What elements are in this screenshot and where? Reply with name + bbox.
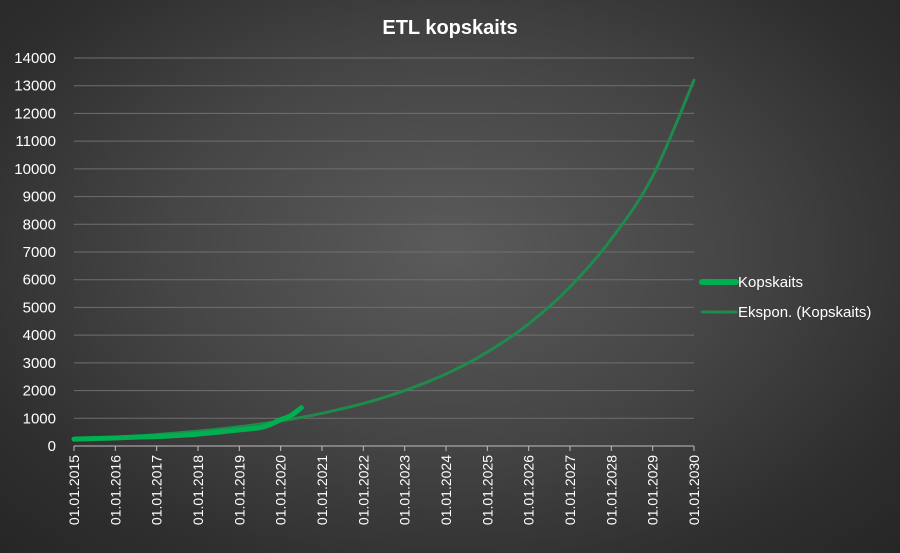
y-axis-ticks: 0 1000 2000 3000 4000 5000 6000 7000 8000 9000 100… <box>14 50 56 455</box>
chart-title: ETL kopskaits <box>382 17 517 39</box>
y-tick-label: 13000 <box>14 78 56 95</box>
kopskaits-series-line <box>71 405 304 442</box>
series-lines <box>71 78 696 442</box>
y-tick-label: 8000 <box>23 216 56 233</box>
legend-label-kopskaits: Kopskaits <box>738 274 803 291</box>
x-tick-label: 01.01.2020 <box>273 455 289 525</box>
x-tick-label: 01.01.2027 <box>562 455 578 525</box>
legend-label-trendline: Ekspon. (Kopskaits) <box>738 304 871 321</box>
x-tick-label: 01.01.2019 <box>231 455 247 525</box>
x-tick-label: 01.01.2024 <box>438 455 454 525</box>
y-tick-label: 10000 <box>14 161 56 178</box>
y-tick-label: 7000 <box>23 244 56 261</box>
x-tick-label: 01.01.2015 <box>66 455 82 525</box>
y-tick-label: 14000 <box>14 50 56 67</box>
y-tick-label: 6000 <box>23 272 56 289</box>
y-tick-label: 4000 <box>23 327 56 344</box>
y-tick-label: 9000 <box>23 189 56 206</box>
x-tick-label: 01.01.2018 <box>190 455 206 525</box>
x-tick-label: 01.01.2026 <box>521 455 537 525</box>
x-tick-label: 01.01.2029 <box>645 455 661 525</box>
trendline-series-line <box>72 78 696 441</box>
y-tick-label: 2000 <box>23 383 56 400</box>
y-tick-label: 5000 <box>23 299 56 316</box>
y-tick-label: 3000 <box>23 355 56 372</box>
x-tick-label: 01.01.2023 <box>397 455 413 525</box>
x-tick-label: 01.01.2022 <box>355 455 371 525</box>
x-axis-ticks: 01.01.2015 01.01.2016 01.01.2017 01.01.2018… <box>66 446 702 525</box>
y-tick-label: 0 <box>48 438 56 455</box>
x-tick-label: 01.01.2030 <box>686 455 702 525</box>
y-tick-label: 1000 <box>23 410 56 427</box>
x-tick-label: 01.01.2016 <box>107 455 123 525</box>
x-tick-label: 01.01.2028 <box>603 455 619 525</box>
x-tick-label: 01.01.2025 <box>479 455 495 525</box>
gridlines <box>74 57 694 447</box>
legend: Kopskaits Ekspon. (Kopskaits) <box>699 274 871 321</box>
x-tick-label: 01.01.2017 <box>149 455 165 525</box>
x-tick-label: 01.01.2021 <box>314 455 330 525</box>
y-tick-label: 11000 <box>15 133 56 150</box>
y-tick-label: 12000 <box>14 105 56 122</box>
